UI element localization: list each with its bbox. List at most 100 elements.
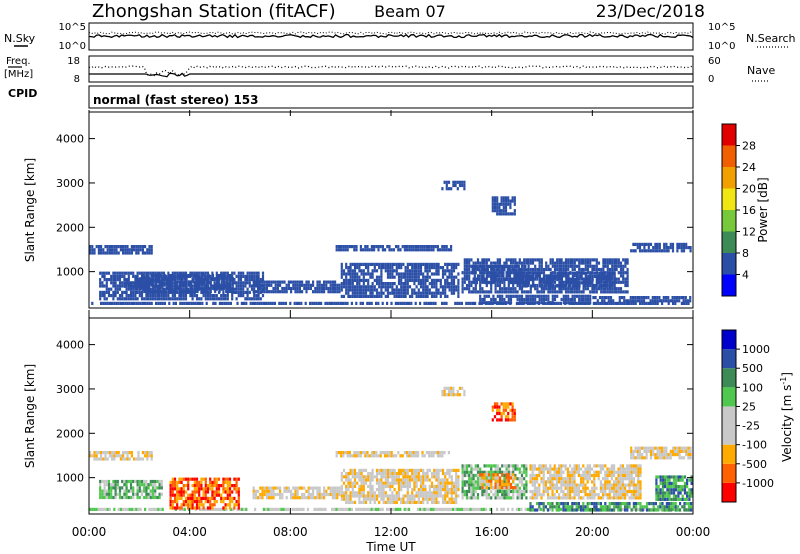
power-cell: [571, 261, 574, 265]
velocity-cell: [509, 482, 513, 486]
velocity-cell: [505, 479, 508, 483]
power-cell: [538, 281, 541, 285]
velocity-cell: [362, 484, 365, 488]
velocity-cell: [220, 496, 223, 500]
velocity-cell: [433, 488, 436, 492]
power-cell: [384, 285, 387, 289]
power-cell: [345, 288, 348, 292]
power-cell: [183, 283, 186, 287]
velocity-cell: [577, 464, 580, 468]
velocity-cell: [494, 464, 497, 468]
velocity-cell: [393, 472, 396, 476]
power-cell: [148, 248, 151, 252]
power-cell: [567, 290, 570, 294]
power-cell: [397, 245, 400, 249]
velocity-cell: [169, 480, 172, 484]
power-cell: [549, 258, 552, 262]
velocity-cell: [415, 481, 418, 485]
velocity-cell: [362, 468, 365, 472]
power-cell: [567, 278, 570, 282]
power-cell: [593, 284, 596, 288]
power-cell: [340, 266, 343, 270]
power-cell: [174, 280, 177, 284]
velocity-cell: [287, 489, 290, 493]
power-cell: [426, 266, 429, 270]
power-cell: [640, 299, 643, 303]
power-cell: [540, 271, 543, 275]
power-cell: [674, 301, 677, 305]
power-cell: [267, 301, 270, 305]
velocity-cell: [380, 497, 383, 501]
power-cell: [595, 290, 598, 294]
velocity-cell: [125, 479, 128, 484]
velocity-cell: [562, 480, 565, 484]
velocity-cell: [559, 507, 562, 511]
power-cell: [636, 299, 639, 303]
power-cell: [178, 277, 182, 281]
power-cell: [141, 281, 144, 285]
velocity-cell: [355, 507, 358, 511]
velocity-cell: [520, 470, 524, 474]
velocity-cell: [423, 454, 426, 458]
velocity-cell: [356, 481, 359, 485]
power-cell: [430, 301, 433, 305]
power-cell: [406, 248, 409, 252]
velocity-cell: [540, 470, 543, 474]
velocity-cell: [124, 507, 127, 511]
velocity-cell: [487, 493, 491, 497]
velocity-cell: [285, 489, 288, 493]
power-cell: [523, 297, 526, 302]
velocity-cell: [588, 489, 591, 494]
power-cell: [622, 280, 625, 284]
velocity-cell: [390, 454, 393, 458]
velocity-cell: [382, 481, 385, 485]
power-cell: [580, 267, 583, 272]
power-cell: [516, 294, 519, 298]
velocity-cell: [233, 496, 236, 500]
velocity-cell: [360, 488, 363, 492]
velocity-cell: [413, 488, 416, 492]
power-cell: [196, 280, 199, 284]
velocity-cell: [512, 479, 515, 483]
power-cell: [393, 262, 396, 266]
power-cell: [560, 290, 563, 294]
power-cell: [571, 294, 574, 298]
power-cell: [430, 294, 434, 298]
power-cell: [645, 242, 648, 246]
velocity-cell: [413, 472, 416, 476]
power-cell: [126, 245, 129, 249]
power-cell: [491, 196, 494, 200]
power-cell: [419, 245, 422, 249]
power-cell: [97, 248, 100, 252]
power-cell: [437, 262, 440, 266]
velocity-cell: [516, 493, 519, 497]
power-cell: [375, 282, 379, 286]
power-cell: [481, 297, 484, 302]
power-cell: [413, 278, 416, 282]
power-cell: [435, 272, 438, 276]
velocity-cell: [531, 483, 534, 487]
velocity-cell: [525, 470, 528, 474]
velocity-cell: [270, 489, 273, 493]
velocity-cell: [424, 491, 427, 495]
velocity-cell: [226, 487, 229, 491]
velocity-cell: [438, 507, 441, 511]
velocity-cell: [400, 472, 403, 476]
power-cell: [527, 294, 530, 298]
power-cell: [468, 258, 471, 262]
velocity-cell: [533, 493, 536, 497]
power-cell: [494, 301, 497, 305]
velocity-cell: [93, 507, 96, 511]
power-cell: [298, 301, 301, 305]
power-cell: [369, 285, 372, 289]
velocity-cell: [150, 457, 153, 461]
velocity-cell: [514, 467, 517, 471]
velocity-cell: [347, 488, 350, 492]
velocity-cell: [252, 496, 255, 500]
velocity-cell: [505, 486, 508, 490]
velocity-cell: [195, 506, 199, 510]
velocity-cell: [384, 500, 387, 504]
power-cell: [556, 258, 559, 262]
power-cell: [428, 291, 431, 295]
velocity-cell: [97, 451, 100, 455]
